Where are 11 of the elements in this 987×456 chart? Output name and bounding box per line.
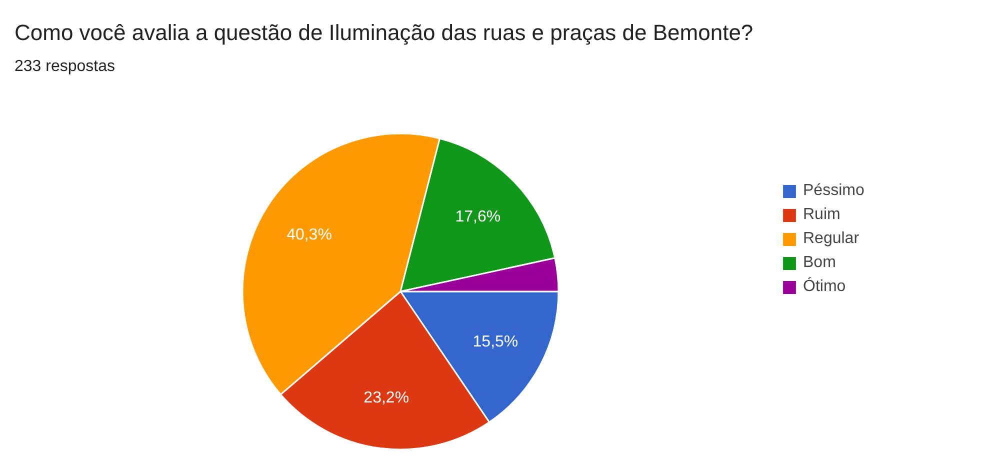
text: 233 respostas bbox=[14, 58, 116, 75]
legend-label: Péssimo bbox=[803, 182, 864, 200]
chart-title: Como você avalia a questão de Iluminação das ruas e praças de Bemonte? bbox=[14, 20, 754, 45]
legend-label: Ruim bbox=[803, 206, 840, 224]
legend-label: Regular bbox=[803, 230, 860, 248]
data-label: 15,5% bbox=[472, 333, 518, 350]
data-label: 23,2% bbox=[364, 390, 410, 407]
data-label: 17,6% bbox=[455, 208, 501, 226]
legend-label: Bom bbox=[803, 254, 836, 272]
data-label: 40,3% bbox=[286, 226, 332, 244]
legend-label: Ótimo bbox=[803, 278, 846, 296]
